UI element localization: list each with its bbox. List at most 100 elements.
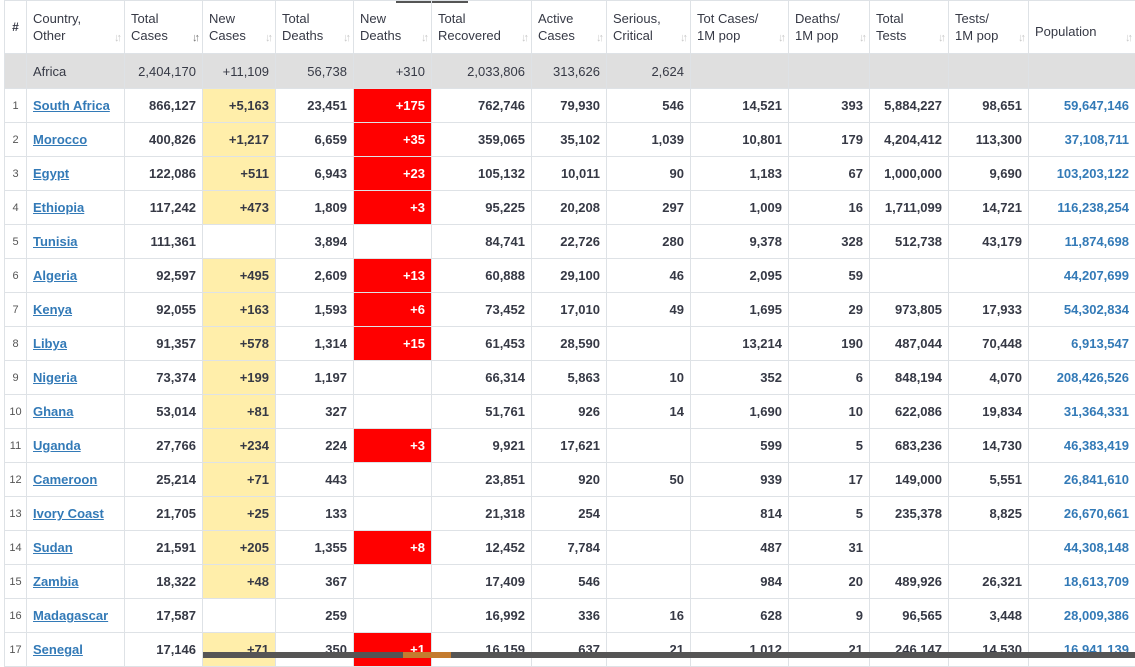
cell-deaths-per-1m: 21	[789, 633, 870, 667]
country-link[interactable]: Morocco	[33, 132, 87, 147]
row-rank: 12	[5, 463, 27, 497]
sort-arrows-icon[interactable]: ↓↑	[265, 32, 270, 44]
sort-arrows-icon[interactable]: ↓↑	[778, 32, 783, 44]
row-rank: 11	[5, 429, 27, 463]
cell-population: 44,207,699	[1029, 259, 1135, 293]
cell-serious: 280	[607, 225, 691, 259]
sort-arrows-icon[interactable]: ↓↑	[596, 32, 601, 44]
cell-total-deaths: 2,609	[276, 259, 354, 293]
row-rank: 5	[5, 225, 27, 259]
sort-arrows-icon[interactable]: ↓↑	[192, 32, 197, 44]
cell-total-cases: 866,127	[125, 89, 203, 123]
region-cell-total-recovered: 2,033,806	[432, 54, 532, 89]
cell-deaths-per-1m: 20	[789, 565, 870, 599]
cell-total-tests: 1,711,099	[870, 191, 949, 225]
cell-total-deaths: 1,593	[276, 293, 354, 327]
cell-total-deaths: 133	[276, 497, 354, 531]
country-link[interactable]: Algeria	[33, 268, 77, 283]
country-link[interactable]: Cameroon	[33, 472, 97, 487]
sort-arrows-icon[interactable]: ↓↑	[421, 32, 426, 44]
cell-new-deaths: +6	[354, 293, 432, 327]
cell-population: 31,364,331	[1029, 395, 1135, 429]
cell-total-cases: 27,766	[125, 429, 203, 463]
cell-new-cases	[203, 599, 276, 633]
cell-total-cases: 92,597	[125, 259, 203, 293]
country-link[interactable]: Uganda	[33, 438, 81, 453]
cell-deaths-per-1m: 179	[789, 123, 870, 157]
cell-population: 26,670,661	[1029, 497, 1135, 531]
sort-arrows-icon[interactable]: ↓↑	[343, 32, 348, 44]
cell-cases-per-1m: 9,378	[691, 225, 789, 259]
cell-active-cases: 10,011	[532, 157, 607, 191]
column-header-label-line1: Total	[282, 10, 347, 27]
column-header-serious[interactable]: Serious,Critical↓↑	[607, 1, 691, 54]
column-header-label-line1: New	[209, 10, 269, 27]
column-header-rank[interactable]: #	[5, 1, 27, 54]
cell-tests-per-1m	[949, 259, 1029, 293]
cell-total-recovered: 16,992	[432, 599, 532, 633]
cell-new-cases: +48	[203, 565, 276, 599]
country-link[interactable]: Tunisia	[33, 234, 78, 249]
column-header-country[interactable]: Country,Other↓↑	[27, 1, 125, 54]
country-link[interactable]: Nigeria	[33, 370, 77, 385]
cell-total-tests: 973,805	[870, 293, 949, 327]
sort-arrows-icon[interactable]: ↓↑	[680, 32, 685, 44]
cell-total-cases: 21,705	[125, 497, 203, 531]
cell-new-deaths: +1	[354, 633, 432, 667]
cell-total-deaths: 1,197	[276, 361, 354, 395]
country-cell: Kenya	[27, 293, 125, 327]
cell-cases-per-1m: 628	[691, 599, 789, 633]
cell-new-deaths	[354, 225, 432, 259]
column-header-label-line1: Serious,	[613, 10, 684, 27]
cell-total-deaths: 6,943	[276, 157, 354, 191]
horizontal-scrollbar[interactable]	[203, 652, 1135, 658]
cell-total-cases: 73,374	[125, 361, 203, 395]
row-rank: 4	[5, 191, 27, 225]
cell-active-cases: 35,102	[532, 123, 607, 157]
cell-total-deaths: 1,809	[276, 191, 354, 225]
column-header-cases-per-1m[interactable]: Tot Cases/1M pop↓↑	[691, 1, 789, 54]
cell-active-cases: 336	[532, 599, 607, 633]
cell-new-cases: +71	[203, 463, 276, 497]
sort-arrows-icon[interactable]: ↓↑	[1125, 32, 1130, 44]
cell-tests-per-1m	[949, 531, 1029, 565]
cell-serious: 10	[607, 361, 691, 395]
country-link[interactable]: Ghana	[33, 404, 73, 419]
country-link[interactable]: Ivory Coast	[33, 506, 104, 521]
cell-new-cases: +81	[203, 395, 276, 429]
cell-new-cases: +578	[203, 327, 276, 361]
sort-arrows-icon[interactable]: ↓↑	[521, 32, 526, 44]
country-link[interactable]: Senegal	[33, 642, 83, 657]
country-link[interactable]: Zambia	[33, 574, 79, 589]
country-link[interactable]: Libya	[33, 336, 67, 351]
column-header-population[interactable]: Population ↓↑	[1029, 1, 1135, 54]
sort-arrows-icon[interactable]: ↓↑	[938, 32, 943, 44]
cell-deaths-per-1m: 328	[789, 225, 870, 259]
country-link[interactable]: Madagascar	[33, 608, 108, 623]
sort-arrows-icon[interactable]: ↓↑	[859, 32, 864, 44]
column-header-label-line2: Tests	[876, 27, 942, 44]
scrollbar-thumb[interactable]	[403, 652, 451, 658]
country-link[interactable]: Kenya	[33, 302, 72, 317]
country-cell: Ghana	[27, 395, 125, 429]
cell-new-deaths: +13	[354, 259, 432, 293]
cell-deaths-per-1m: 190	[789, 327, 870, 361]
country-link[interactable]: Egypt	[33, 166, 69, 181]
column-header-deaths-per-1m[interactable]: Deaths/1M pop↓↑	[789, 1, 870, 54]
country-link[interactable]: Sudan	[33, 540, 73, 555]
cell-deaths-per-1m: 5	[789, 429, 870, 463]
country-link[interactable]: Ethiopia	[33, 200, 84, 215]
country-link[interactable]: South Africa	[33, 98, 110, 113]
sort-arrows-icon[interactable]: ↓↑	[1018, 32, 1023, 44]
country-cell: Madagascar	[27, 599, 125, 633]
column-header-tests-per-1m[interactable]: Tests/1M pop↓↑	[949, 1, 1029, 54]
sort-arrows-icon[interactable]: ↓↑	[114, 32, 119, 44]
